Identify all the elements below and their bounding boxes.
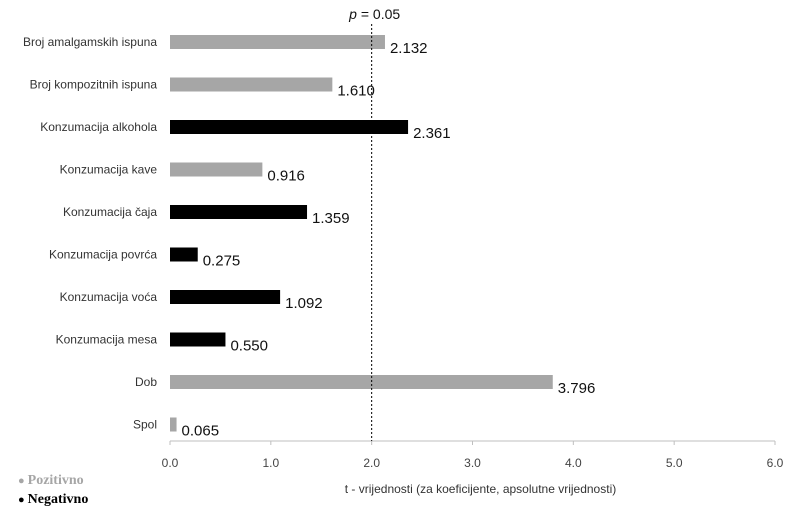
category-label: Konzumacija voća (60, 290, 158, 304)
category-label: Konzumacija mesa (56, 333, 158, 347)
x-tick-label: 3.0 (464, 456, 481, 470)
legend-item-negative: ● Negativno (18, 492, 88, 508)
value-label: 0.275 (203, 253, 241, 270)
category-label: Konzumacija alkohola (40, 120, 157, 134)
value-label: 3.796 (558, 380, 596, 397)
category-label: Broj kompozitnih ispuna (30, 78, 158, 92)
x-tick-label: 0.0 (162, 456, 179, 470)
category-label: Broj amalgamskih ispuna (23, 35, 157, 49)
legend-marker-positive: ● (18, 475, 25, 487)
bar (170, 417, 177, 432)
bar (170, 120, 409, 134)
x-tick-labels: 0.0 1.0 2.0 3.0 4.0 5.0 6.0 (162, 441, 784, 470)
bar (170, 162, 263, 177)
bar (170, 247, 198, 262)
value-label: 1.610 (337, 83, 375, 100)
legend-label-negative: Negativno (27, 492, 89, 507)
p-value-label: p = 0.05 (348, 6, 400, 22)
x-tick-label: 2.0 (363, 456, 380, 470)
bar (170, 290, 281, 304)
x-tick-label: 6.0 (767, 456, 784, 470)
category-label: Konzumacija kave (60, 163, 158, 177)
category-label: Konzumacija čaja (63, 205, 157, 219)
x-tick-label: 4.0 (565, 456, 582, 470)
bar (170, 332, 226, 347)
bar (170, 35, 385, 49)
bar (170, 205, 308, 219)
bar (170, 77, 333, 92)
x-tick-label: 1.0 (262, 456, 279, 470)
legend-label-positive: Pozitivno (27, 473, 84, 488)
x-axis-title: t - vrijednosti (za koeficijente, apsolu… (345, 482, 616, 496)
category-label: Konzumacija povrća (49, 248, 157, 262)
category-label: Spol (133, 418, 157, 432)
value-label: 0.550 (230, 338, 268, 355)
value-label: 2.361 (413, 125, 451, 142)
bar (170, 375, 553, 389)
value-label: 2.132 (390, 40, 428, 57)
x-tick-label: 5.0 (666, 456, 683, 470)
legend-item-positive: ● Pozitivno (18, 473, 84, 489)
value-label: 1.359 (312, 210, 350, 227)
value-label: 0.065 (182, 423, 220, 440)
value-label: 1.092 (285, 295, 323, 312)
legend-marker-negative: ● (18, 494, 25, 506)
value-label: 0.916 (267, 168, 305, 185)
category-labels: Broj amalgamskih ispuna Broj kompozitnih … (23, 35, 157, 432)
category-label: Dob (135, 375, 157, 389)
bars (170, 35, 553, 432)
value-labels: 2.132 1.610 2.361 0.916 1.359 0.275 1.092 0.550… (182, 40, 596, 440)
